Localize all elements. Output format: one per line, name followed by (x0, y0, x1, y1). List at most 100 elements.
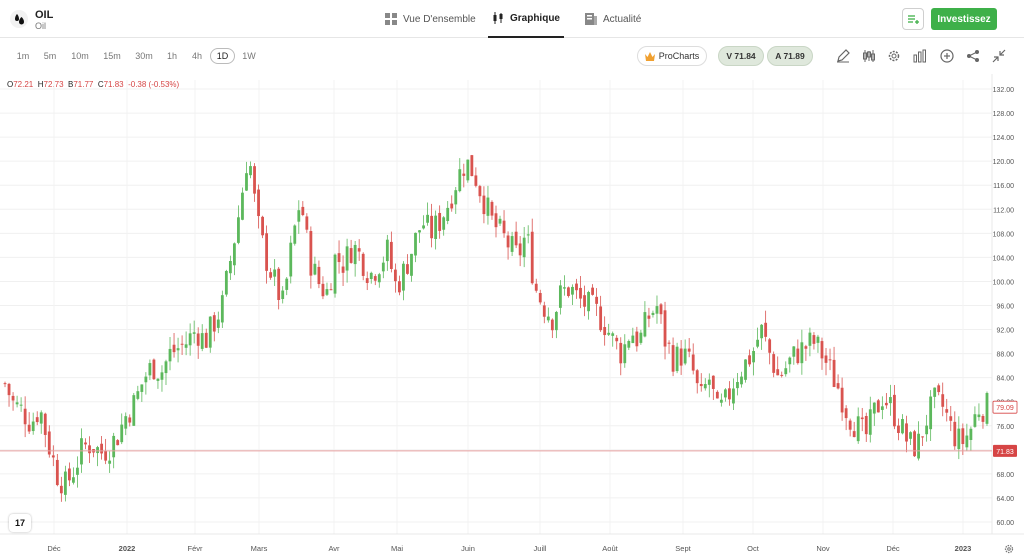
tradingview-logo[interactable]: 17 (9, 514, 31, 532)
timeframe-1d[interactable]: 1D (210, 48, 235, 64)
candle-body (792, 346, 796, 357)
candle-body (23, 408, 27, 425)
candle-body (884, 402, 888, 406)
candle-body (301, 206, 305, 216)
candle-body (969, 428, 973, 440)
timeframe-1h[interactable]: 1h (166, 51, 177, 61)
candle-body (104, 450, 108, 461)
timeframe-30m[interactable]: 30m (135, 51, 153, 61)
settings-icon[interactable] (887, 49, 901, 63)
tab-overview[interactable]: Vue D'ensemble (385, 0, 476, 38)
x-tick-label: Juin (461, 544, 475, 553)
timeframe-5m[interactable]: 5m (43, 51, 57, 61)
chart-toolbar (0, 38, 1024, 74)
y-tick-label: 120.00 (993, 159, 1015, 166)
candle-body (820, 341, 824, 359)
x-tick-label: Août (602, 544, 618, 553)
candle-body (985, 392, 989, 424)
timeframe-15m[interactable]: 15m (103, 51, 121, 61)
x-tick-label: Avr (328, 544, 340, 553)
candle-body (579, 287, 582, 299)
candle-body (711, 375, 715, 389)
candle-body (554, 311, 558, 331)
price-chart[interactable]: 132.00 128.00 124.00 120.00 116.00 112.00 108.… (0, 74, 1024, 557)
candle-body (216, 319, 220, 328)
y-tick-label: 88.00 (996, 352, 1014, 359)
candle-body (502, 220, 506, 234)
candle-body (277, 268, 281, 300)
candle-body (321, 283, 325, 297)
candle-body (893, 394, 896, 427)
candle-body (144, 376, 148, 383)
candle-body (261, 216, 264, 236)
candle-body (595, 296, 599, 304)
draw-icon[interactable] (836, 49, 850, 63)
candle-body (3, 383, 7, 385)
candle-body (72, 477, 75, 483)
candle-body (241, 192, 244, 220)
candle-body (176, 348, 180, 351)
candle-body (663, 310, 667, 347)
candle-body (237, 217, 240, 243)
candle-body (583, 295, 586, 307)
candle-body (373, 276, 377, 281)
candle-body (353, 244, 357, 265)
candle-body (164, 361, 168, 374)
y-tick-label: 96.00 (996, 303, 1014, 310)
candle-body (780, 374, 784, 376)
candle-body (224, 270, 228, 295)
candle-body (796, 348, 800, 364)
chart-settings-icon[interactable] (1004, 544, 1014, 554)
y-tick-label: 108.00 (993, 231, 1015, 238)
timeframe-1w[interactable]: 1W (242, 51, 256, 61)
x-tick-label: Déc (886, 544, 900, 553)
candle-body (446, 207, 450, 222)
add-icon[interactable] (940, 49, 954, 63)
candle-body (977, 414, 981, 418)
ohlc-close-label: C (97, 80, 104, 89)
candle-body (19, 404, 23, 406)
candle-body (381, 262, 385, 272)
timeframe-10m[interactable]: 10m (71, 51, 89, 61)
candle-body (764, 322, 768, 337)
candle-body (35, 417, 39, 423)
candle-body (808, 332, 812, 346)
candle-body (506, 235, 510, 248)
candle-body (703, 384, 707, 389)
share-icon[interactable] (966, 49, 980, 63)
sell-price-button[interactable]: V 71.84 (718, 46, 764, 66)
candle-body (426, 214, 429, 223)
timeframe-1m[interactable]: 1m (16, 51, 30, 61)
candle-body (768, 339, 772, 353)
current-price-label: 71.83 (996, 449, 1014, 456)
buy-price-button[interactable]: A 71.89 (767, 46, 813, 66)
tab-overview-label: Vue D'ensemble (403, 13, 476, 25)
candle-body (297, 210, 301, 222)
candle-body (518, 243, 522, 256)
candle-body (631, 335, 635, 344)
oil-drop-logo (10, 10, 28, 28)
candle-body (941, 394, 945, 407)
chart-type-icon[interactable] (913, 49, 927, 63)
procharts-button[interactable]: ProCharts (637, 46, 707, 66)
indicators-icon[interactable] (862, 49, 876, 63)
candle-body (961, 428, 965, 445)
candle-body (723, 389, 727, 398)
candle-body (152, 359, 156, 380)
candle-body (683, 348, 687, 364)
candle-body (740, 376, 743, 385)
tab-chart[interactable]: Graphique (488, 0, 564, 38)
candle-body (953, 421, 957, 447)
invest-button[interactable]: Investissez (931, 8, 997, 30)
candle-body (100, 443, 104, 454)
candle-body (458, 169, 462, 192)
candle-body (836, 383, 840, 389)
candle-body (265, 233, 269, 271)
timeframe-4h[interactable]: 4h (191, 51, 202, 61)
tab-news[interactable]: Actualité (585, 0, 641, 38)
collapse-icon[interactable] (992, 49, 1006, 63)
watchlist-button[interactable] (902, 8, 924, 30)
candle-body (385, 239, 389, 262)
candle-body (55, 459, 59, 486)
candle-body (732, 388, 735, 404)
